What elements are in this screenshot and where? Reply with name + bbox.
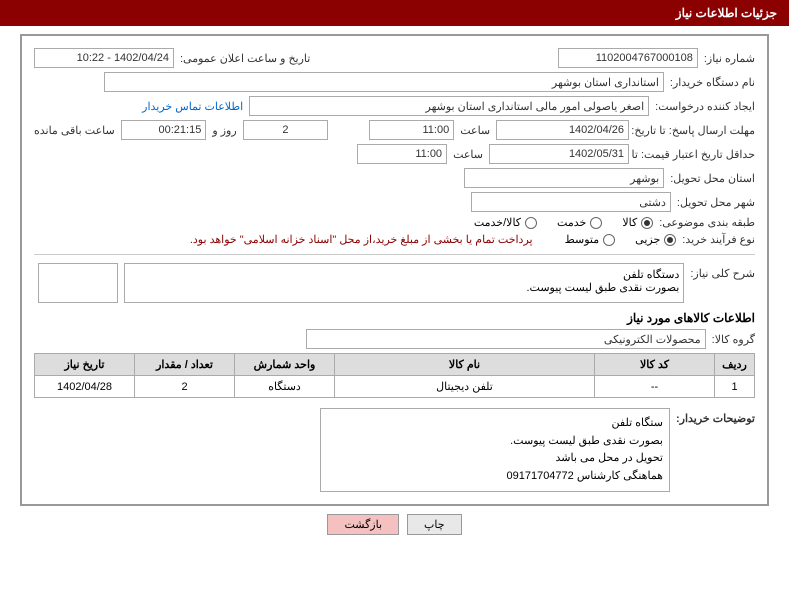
radio-goods-label: کالا [622, 216, 637, 229]
goods-group-value: محصولات الکترونیکی [306, 329, 706, 349]
buyer-contact-link[interactable]: اطلاعات تماس خریدار [142, 100, 243, 113]
buyer-org-value: استانداری استان بوشهر [104, 72, 664, 92]
radio-medium-label: متوسط [565, 233, 600, 246]
goods-info-label: اطلاعات کالاهای مورد نیاز [34, 311, 755, 325]
table-row: 1--تلفن دیجیتالدستگاه21402/04/28 [35, 376, 755, 398]
deadline-label: مهلت ارسال پاسخ: تا تاریخ: [635, 124, 755, 137]
button-row: چاپ بازگشت [0, 514, 789, 535]
desc-label: شرح کلی نیاز: [690, 267, 755, 280]
radio-service[interactable] [590, 217, 602, 229]
category-radio-group: کالا خدمت کالا/خدمت [474, 216, 653, 229]
validity-time: 11:00 [357, 144, 447, 164]
announce-datetime-label: تاریخ و ساعت اعلان عمومی: [180, 52, 310, 65]
desc-side-box [38, 263, 118, 303]
delivery-province-value: بوشهر [464, 168, 664, 188]
deadline-date: 1402/04/26 [496, 120, 629, 140]
buyer-notes-label: توضیحات خریدار: [676, 412, 755, 425]
days-remaining: 2 [243, 120, 329, 140]
validity-time-label: ساعت [453, 148, 483, 161]
radio-service-label: خدمت [557, 216, 586, 229]
announce-datetime-value: 1402/04/24 - 10:22 [34, 48, 174, 68]
radio-medium[interactable] [603, 234, 615, 246]
back-button[interactable]: بازگشت [327, 514, 399, 535]
process-type-label: نوع فرآیند خرید: [682, 233, 755, 246]
requester-value: اصغر یاصولی امور مالی استانداری استان بو… [249, 96, 649, 116]
radio-partial-label: جزیی [635, 233, 660, 246]
days-and-label: روز و [212, 124, 236, 137]
cell-date: 1402/04/28 [35, 376, 135, 398]
goods-table: ردیف کد کالا نام کالا واحد شمارش تعداد /… [34, 353, 755, 398]
requester-label: ایجاد کننده درخواست: [655, 100, 755, 113]
th-unit: واحد شمارش [235, 354, 335, 376]
payment-note: پرداخت تمام یا بخشی از مبلغ خرید،از محل … [190, 233, 533, 246]
radio-goods-service-label: کالا/خدمت [474, 216, 521, 229]
validity-label: حداقل تاریخ اعتبار قیمت: تا تاریخ: [635, 148, 755, 161]
cell-unit: دستگاه [235, 376, 335, 398]
delivery-city-label: شهر محل تحویل: [677, 196, 755, 209]
th-row: ردیف [715, 354, 755, 376]
radio-goods-service[interactable] [525, 217, 537, 229]
desc-text: دستگاه تلفن بصورت نقدی طبق لیست پیوست. [124, 263, 684, 303]
need-number-label: شماره نیاز: [704, 52, 755, 65]
th-date: تاریخ نیاز [35, 354, 135, 376]
cell-name: تلفن دیجیتال [335, 376, 595, 398]
panel-header: جزئیات اطلاعات نیاز [0, 0, 789, 26]
buyer-notes-box: ستگاه تلفن بصورت نقدی طبق لیست پیوست. تح… [320, 408, 670, 492]
validity-date: 1402/05/31 [489, 144, 629, 164]
delivery-province-label: استان محل تحویل: [670, 172, 755, 185]
th-qty: تعداد / مقدار [135, 354, 235, 376]
radio-goods[interactable] [641, 217, 653, 229]
th-name: نام کالا [335, 354, 595, 376]
remaining-label: ساعت باقی مانده [34, 124, 115, 137]
delivery-city-value: دشتی [471, 192, 671, 212]
main-panel: شماره نیاز: 1102004767000108 تاریخ و ساع… [20, 34, 769, 506]
buyer-org-label: نام دستگاه خریدار: [670, 76, 755, 89]
deadline-time-label: ساعت [460, 124, 490, 137]
goods-group-label: گروه کالا: [712, 333, 755, 346]
cell-row: 1 [715, 376, 755, 398]
need-number-value: 1102004767000108 [558, 48, 698, 68]
th-code: کد کالا [595, 354, 715, 376]
cell-code: -- [595, 376, 715, 398]
category-label: طبقه بندی موضوعی: [659, 216, 755, 229]
process-radio-group: جزیی متوسط [565, 233, 677, 246]
print-button[interactable]: چاپ [407, 514, 462, 535]
cell-qty: 2 [135, 376, 235, 398]
time-remaining: 00:21:15 [121, 120, 207, 140]
deadline-time: 11:00 [369, 120, 455, 140]
panel-title: جزئیات اطلاعات نیاز [676, 6, 777, 20]
radio-partial[interactable] [664, 234, 676, 246]
